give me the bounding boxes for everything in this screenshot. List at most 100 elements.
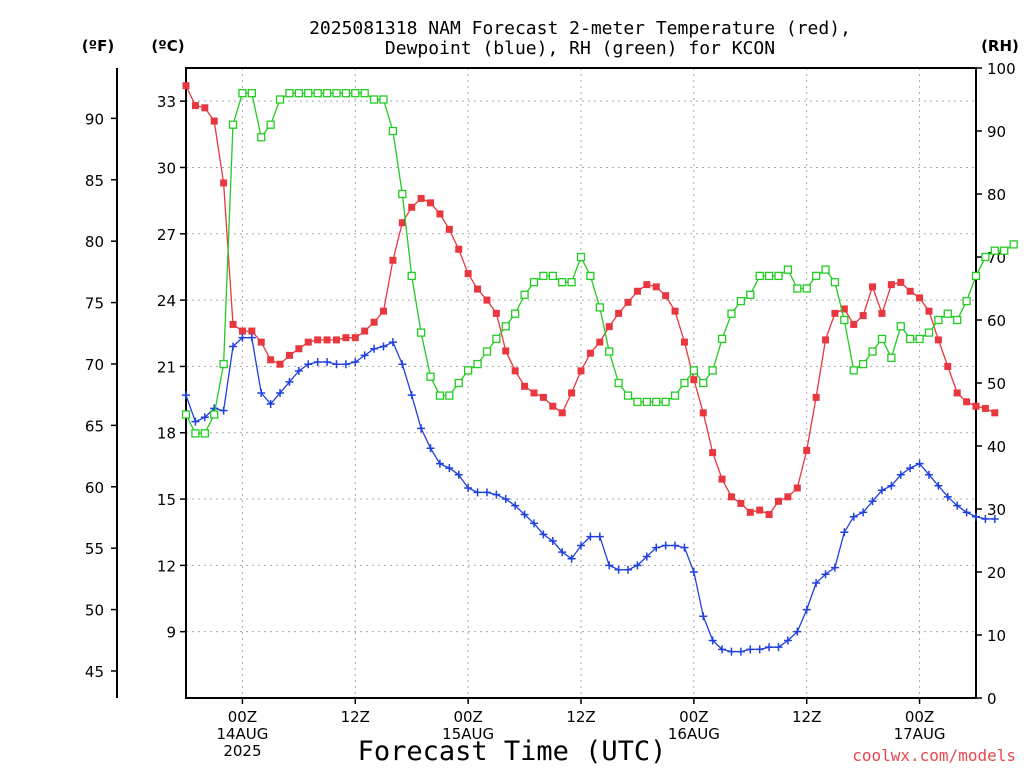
data-point-dewpoint xyxy=(652,543,661,552)
data-point-temperature xyxy=(803,446,811,454)
data-point-dewpoint xyxy=(473,488,482,497)
data-point-temperature xyxy=(285,351,293,359)
data-point-dewpoint xyxy=(501,495,510,504)
data-point-temperature xyxy=(332,336,340,344)
data-point-temperature xyxy=(633,287,641,295)
data-point-dewpoint xyxy=(379,342,388,351)
data-point-dewpoint xyxy=(229,342,238,351)
data-point-dewpoint xyxy=(247,333,256,342)
data-point-temperature xyxy=(605,323,613,331)
data-point-relative_humidity xyxy=(529,278,539,287)
grid-lines xyxy=(186,68,976,698)
data-point-temperature xyxy=(398,219,406,227)
data-point-relative_humidity xyxy=(821,265,830,274)
data-point-dewpoint xyxy=(577,541,585,550)
data-point-relative_humidity xyxy=(736,296,746,306)
time-tick-label: 15AUG xyxy=(442,725,494,743)
data-point-temperature xyxy=(746,508,754,516)
data-point-relative_humidity xyxy=(802,284,811,293)
data-point-temperature xyxy=(765,511,773,519)
data-point-relative_humidity xyxy=(906,334,915,344)
data-point-temperature xyxy=(238,327,246,335)
data-point-temperature xyxy=(511,367,519,375)
data-point-dewpoint xyxy=(962,508,971,517)
data-point-dewpoint xyxy=(972,512,980,521)
data-point-relative_humidity xyxy=(200,429,209,438)
data-point-dewpoint xyxy=(257,388,266,397)
data-point-dewpoint xyxy=(689,568,698,576)
data-point-dewpoint xyxy=(388,338,397,347)
data-point-relative_humidity xyxy=(934,315,943,325)
time-tick-label: 14AUG xyxy=(216,725,268,743)
data-point-relative_humidity xyxy=(407,271,416,281)
data-point-dewpoint xyxy=(699,612,708,621)
data-point-relative_humidity xyxy=(708,366,717,375)
data-point-relative_humidity xyxy=(849,366,858,375)
data-point-temperature xyxy=(502,347,510,355)
data-point-dewpoint xyxy=(595,532,604,541)
data-point-temperature xyxy=(624,298,632,306)
data-point-dewpoint xyxy=(219,406,228,415)
data-point-relative_humidity xyxy=(840,315,849,325)
data-point-temperature xyxy=(568,389,576,397)
data-point-dewpoint xyxy=(492,490,501,499)
data-point-relative_humidity xyxy=(953,315,962,325)
celsius-tick-label: 30 xyxy=(157,159,176,177)
data-point-temperature xyxy=(878,309,886,317)
data-point-relative_humidity xyxy=(689,366,699,375)
data-point-temperature xyxy=(530,389,538,397)
data-point-dewpoint xyxy=(943,492,952,501)
data-point-temperature xyxy=(699,409,707,417)
data-point-dewpoint xyxy=(990,514,999,523)
data-point-relative_humidity xyxy=(971,271,981,281)
data-point-relative_humidity xyxy=(247,89,256,98)
rh-tick-label: 50 xyxy=(987,375,1006,393)
data-point-dewpoint xyxy=(200,413,209,422)
data-point-dewpoint xyxy=(887,481,896,490)
data-point-relative_humidity xyxy=(774,271,783,281)
data-point-temperature xyxy=(248,327,256,335)
data-point-dewpoint xyxy=(953,501,962,510)
time-tick-label: 00Z xyxy=(905,708,934,726)
data-point-relative_humidity xyxy=(238,89,247,98)
celsius-tick-label: 24 xyxy=(157,292,176,310)
data-point-temperature xyxy=(361,327,369,335)
rh-tick-label: 60 xyxy=(987,312,1006,330)
data-point-dewpoint xyxy=(360,351,369,360)
time-tick-label: 16AUG xyxy=(668,725,720,743)
credit-label: coolwx.com/models xyxy=(852,746,1016,765)
data-point-temperature xyxy=(925,307,933,315)
data-point-temperature xyxy=(953,389,961,397)
data-point-dewpoint xyxy=(482,488,491,497)
time-tick-label: 00Z xyxy=(453,708,482,726)
data-point-dewpoint xyxy=(191,417,200,426)
data-point-temperature xyxy=(389,256,397,264)
data-point-relative_humidity xyxy=(877,334,887,344)
data-point-temperature xyxy=(784,493,792,501)
data-point-dewpoint xyxy=(859,508,868,517)
data-point-relative_humidity xyxy=(322,89,332,98)
data-point-relative_humidity xyxy=(576,252,586,262)
data-point-temperature xyxy=(718,475,726,483)
data-point-relative_humidity xyxy=(586,271,595,281)
data-point-relative_humidity xyxy=(351,89,360,98)
data-point-temperature xyxy=(201,104,209,112)
data-point-relative_humidity xyxy=(868,347,877,356)
time-tick-label: 12Z xyxy=(792,708,821,726)
data-point-dewpoint xyxy=(783,636,792,645)
data-point-temperature xyxy=(963,398,971,406)
data-point-relative_humidity xyxy=(266,120,275,129)
data-point-temperature xyxy=(351,334,359,342)
rh-tick-label: 40 xyxy=(987,438,1006,456)
data-point-dewpoint xyxy=(398,360,407,369)
data-point-dewpoint xyxy=(614,565,623,574)
fahrenheit-tick-label: 70 xyxy=(85,356,104,374)
data-point-temperature xyxy=(182,82,190,90)
data-point-relative_humidity xyxy=(275,95,285,104)
data-point-relative_humidity xyxy=(1000,246,1009,255)
data-point-relative_humidity xyxy=(398,189,407,199)
data-point-temperature xyxy=(436,210,444,218)
fahrenheit-tick-label: 80 xyxy=(85,233,104,251)
